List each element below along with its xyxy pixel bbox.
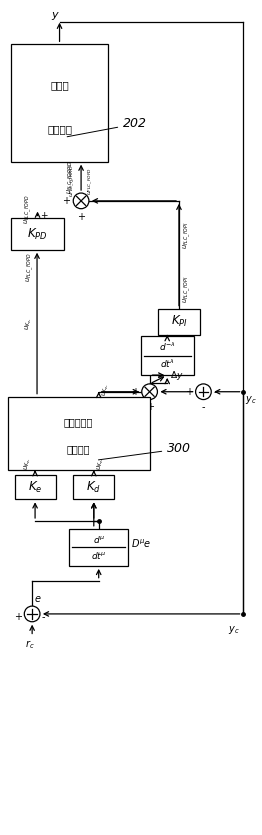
Text: 202: 202 [67, 118, 147, 137]
Text: $u_{K_{e_1}}$: $u_{K_{e_1}}$ [23, 457, 33, 470]
Text: $dt^{\lambda}$: $dt^{\lambda}$ [160, 358, 175, 371]
Text: $u_{FLC\_FORPID}$: $u_{FLC\_FORPID}$ [66, 160, 77, 195]
Text: -: - [202, 402, 205, 412]
Text: 执行机构: 执行机构 [47, 124, 72, 134]
Text: $u_{FLC\_FOPD}$: $u_{FLC\_FOPD}$ [86, 167, 94, 195]
Text: $K_{PI}$: $K_{PI}$ [171, 314, 187, 329]
Text: +: + [14, 612, 22, 622]
Text: y: y [51, 10, 58, 20]
Text: $u_{K_{e_1}}$: $u_{K_{e_1}}$ [24, 316, 34, 330]
Text: $\Delta y$: $\Delta y$ [170, 369, 183, 382]
Text: $d^{-\lambda}$: $d^{-\lambda}$ [159, 341, 176, 353]
Bar [8, 397, 150, 470]
Text: $K_e$: $K_e$ [28, 479, 42, 494]
Text: $u_{FLC\_FOPI}$: $u_{FLC\_FOPI}$ [182, 276, 193, 302]
Bar [69, 529, 128, 566]
Text: 推理模块: 推理模块 [67, 444, 90, 454]
Circle shape [196, 384, 211, 400]
Text: $u_{K_{e_2}}$: $u_{K_{e_2}}$ [101, 382, 111, 396]
Text: +: + [40, 210, 48, 220]
Bar [159, 309, 200, 335]
Text: +: + [77, 211, 85, 221]
Text: $y_c$: $y_c$ [244, 393, 256, 406]
Text: $u_{FLC\_FOPD}$: $u_{FLC\_FOPD}$ [23, 195, 34, 225]
Text: $K_d$: $K_d$ [86, 479, 101, 494]
Text: +: + [131, 387, 139, 397]
Text: $d^{\mu}$: $d^{\mu}$ [92, 534, 105, 544]
Text: 300: 300 [99, 443, 191, 460]
Text: $u_{FLC\_FORPID}$: $u_{FLC\_FORPID}$ [68, 165, 76, 197]
Text: $u_{K_{e_2}}$: $u_{K_{e_2}}$ [96, 457, 106, 470]
Bar [10, 44, 108, 162]
Bar [73, 475, 114, 499]
Bar [141, 336, 194, 375]
Text: $dt^{\mu}$: $dt^{\mu}$ [91, 550, 107, 561]
Text: 执力器: 执力器 [50, 80, 69, 90]
Text: $u_{FLC\_FOPD}$: $u_{FLC\_FOPD}$ [24, 253, 36, 282]
Text: $K_{PD}$: $K_{PD}$ [27, 226, 48, 241]
Bar [14, 475, 56, 499]
Circle shape [73, 193, 89, 209]
Text: +: + [62, 196, 70, 206]
Text: $y_c$: $y_c$ [228, 624, 240, 635]
Text: e: e [34, 595, 40, 605]
Circle shape [142, 384, 157, 400]
Text: -: - [213, 387, 217, 397]
Circle shape [24, 606, 40, 622]
Bar [10, 219, 64, 250]
Text: -: - [42, 612, 45, 622]
Text: $r_c$: $r_c$ [25, 639, 35, 651]
Text: +: + [185, 387, 193, 397]
Text: $D^{\mu}e$: $D^{\mu}e$ [131, 538, 151, 549]
Text: $u_{FLC\_FOPI}$: $u_{FLC\_FOPI}$ [182, 221, 193, 249]
Text: 模糊逻辑器: 模糊逻辑器 [64, 418, 93, 428]
Text: +: + [146, 402, 154, 412]
